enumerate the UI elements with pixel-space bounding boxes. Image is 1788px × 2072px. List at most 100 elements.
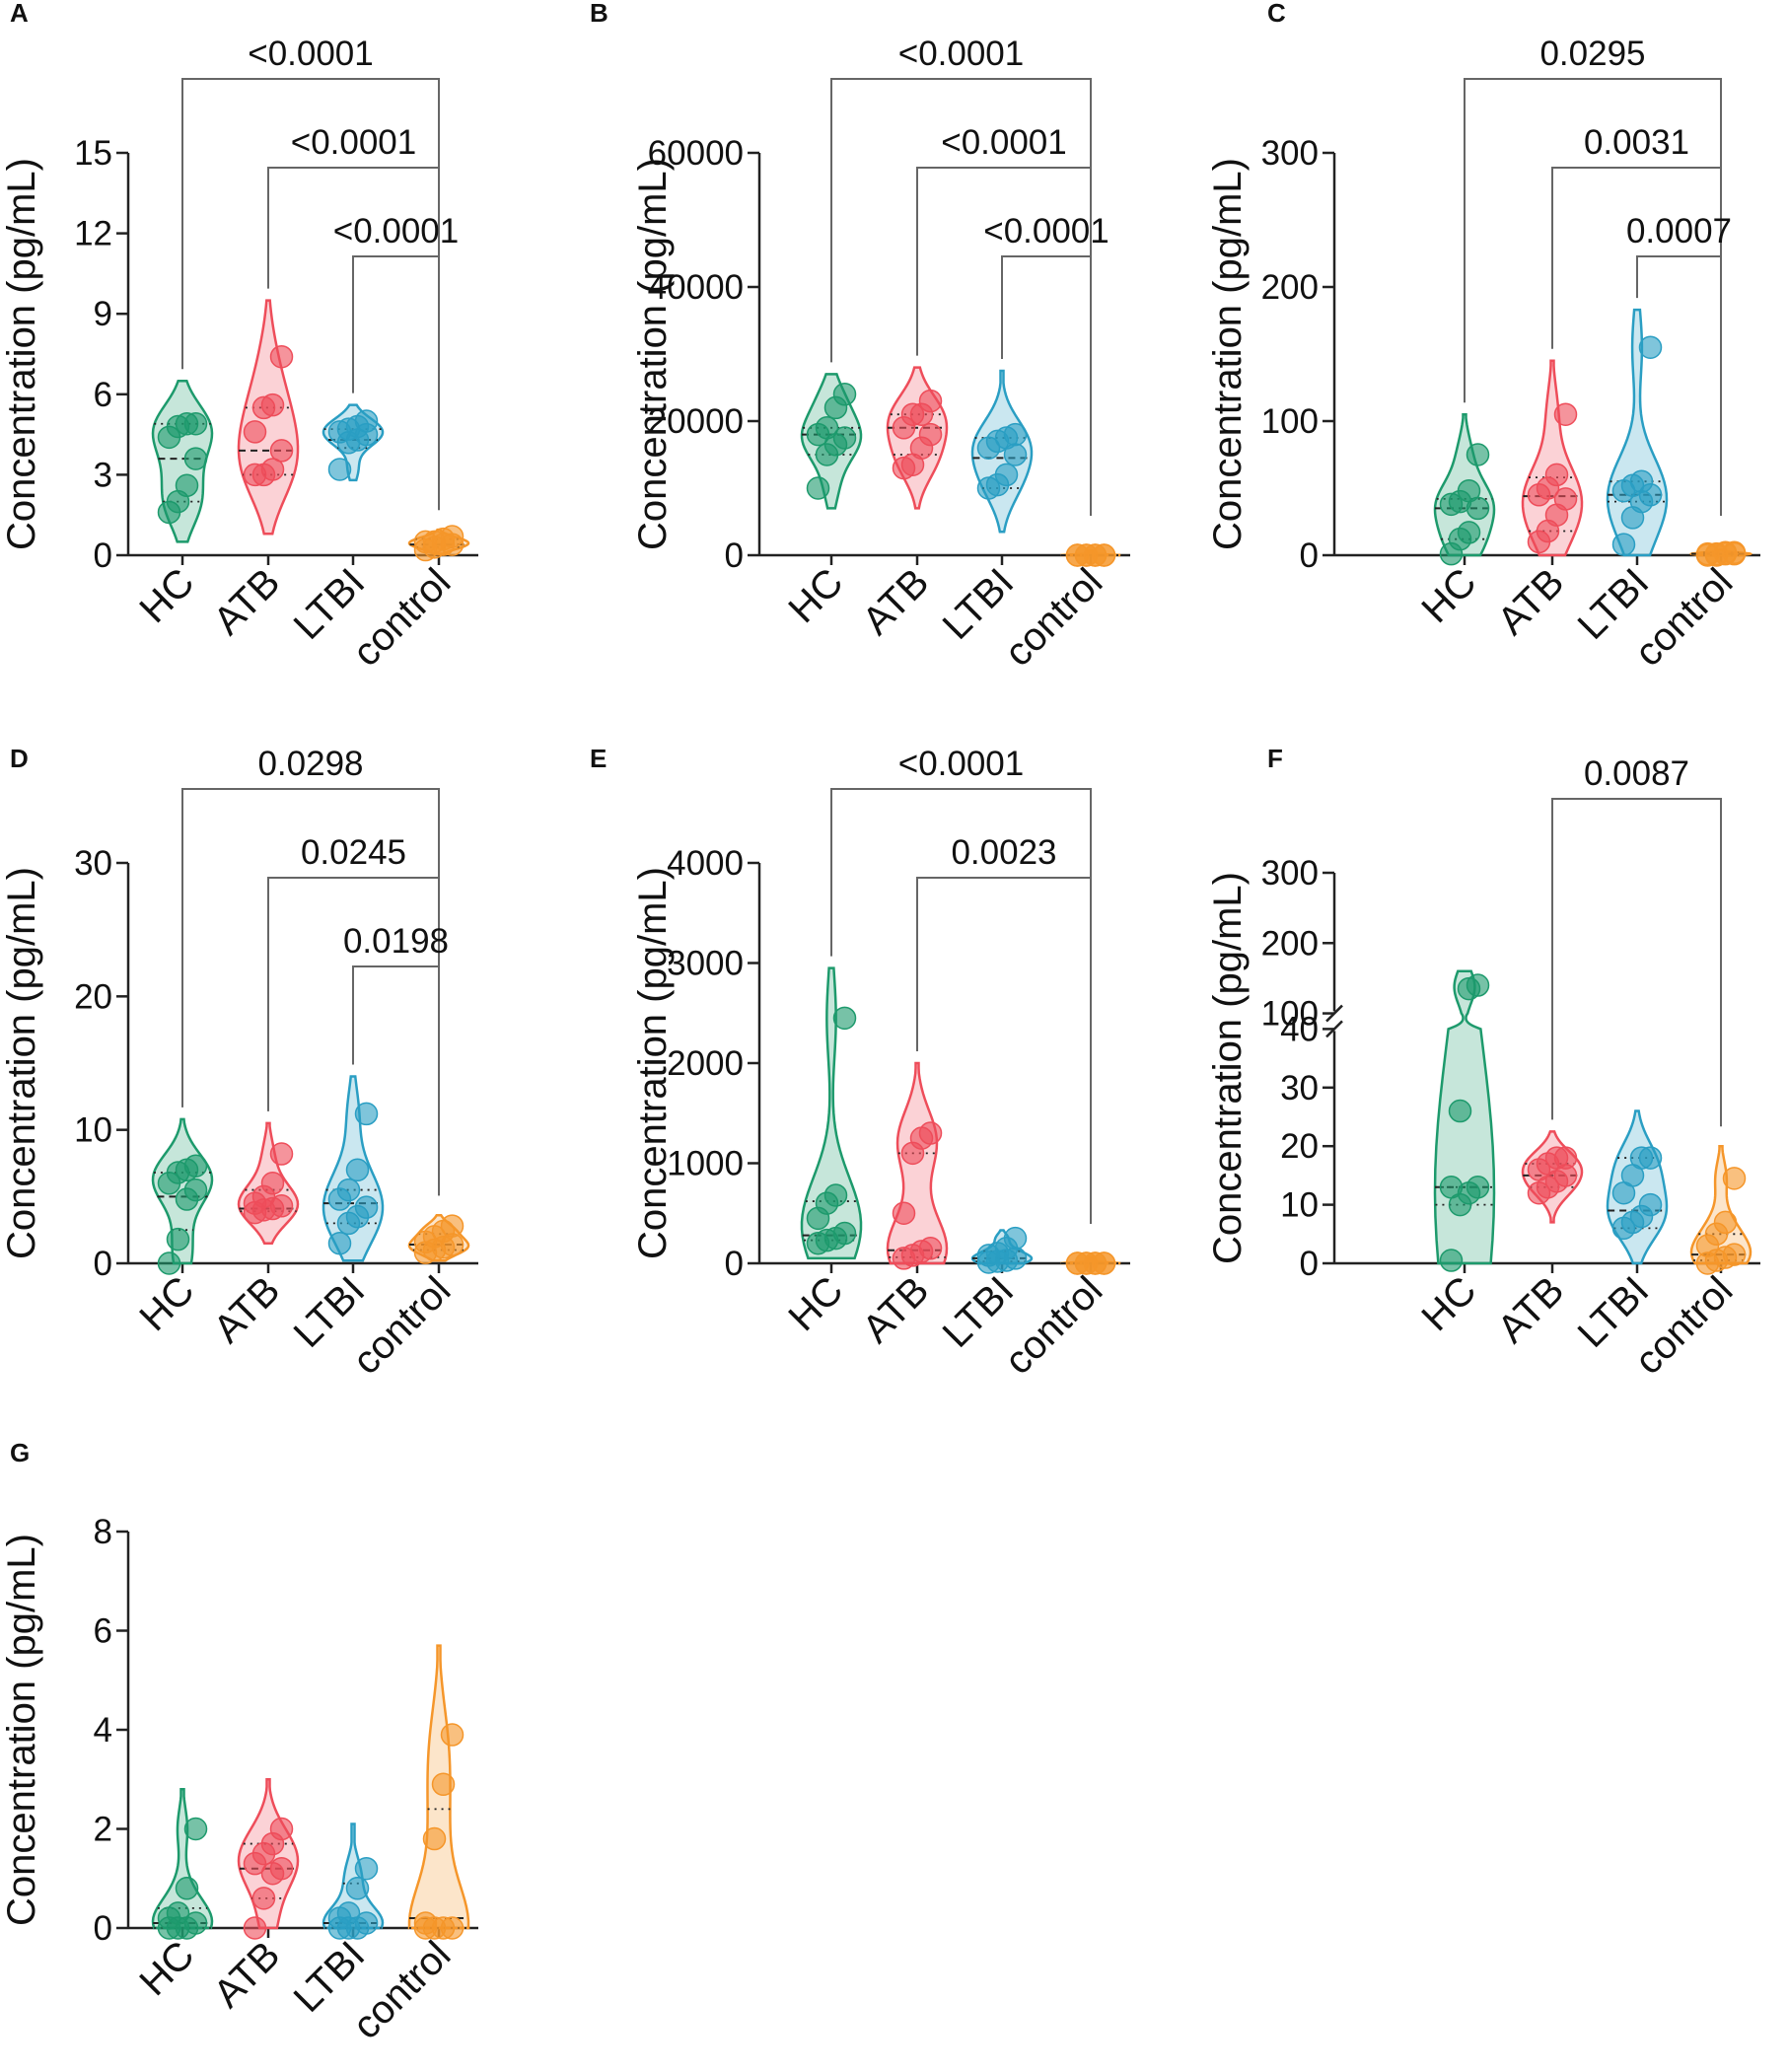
y-tick-label: 0 xyxy=(725,536,744,575)
data-point xyxy=(1092,1251,1116,1275)
data-point xyxy=(994,463,1019,487)
bracket-line xyxy=(1001,255,1092,516)
y-tick-label: 200 xyxy=(1261,924,1319,963)
data-point xyxy=(166,1227,190,1251)
x-tick-label: control xyxy=(1626,1268,1741,1383)
violin-control xyxy=(1060,543,1121,567)
violin-control xyxy=(407,525,470,562)
x-tick-label: HC xyxy=(780,1268,851,1339)
p-value-label: <0.0001 xyxy=(898,35,1025,73)
violin-atb xyxy=(237,1121,300,1245)
data-point xyxy=(175,1877,199,1900)
data-point xyxy=(269,1194,294,1218)
y-tick-label: 6 xyxy=(94,1612,112,1651)
comparison-bracket: 0.0198 xyxy=(343,922,449,1196)
data-point xyxy=(327,458,352,481)
data-point xyxy=(1466,973,1490,997)
data-point xyxy=(1439,1176,1464,1199)
data-point xyxy=(918,1121,943,1145)
data-point xyxy=(1544,463,1569,487)
panel-label: B xyxy=(590,0,608,28)
data-point xyxy=(1003,1226,1028,1250)
y-tick-label: 2000 xyxy=(667,1044,744,1083)
x-tick-label: HC xyxy=(131,1268,202,1339)
y-tick-label: 60000 xyxy=(648,134,744,173)
data-point xyxy=(345,1158,370,1182)
comparison-bracket: <0.0001 xyxy=(983,212,1109,516)
data-point xyxy=(806,476,830,500)
x-tick-label: ATB xyxy=(854,560,937,643)
y-tick-label: 0 xyxy=(94,1909,112,1948)
data-point xyxy=(157,1251,181,1275)
y-tick-label: 30 xyxy=(1280,1069,1319,1107)
data-point xyxy=(327,1231,352,1255)
x-tick-label: control xyxy=(344,1268,459,1383)
data-point xyxy=(1092,543,1116,567)
panel-label: G xyxy=(10,1438,30,1467)
y-axis-title: Concentration (pg/mL) xyxy=(0,1534,43,1926)
data-point xyxy=(1553,402,1578,426)
y-axis-title: Concentration (pg/mL) xyxy=(631,867,675,1259)
violin-ltbi xyxy=(1606,308,1669,557)
p-value-label: <0.0001 xyxy=(941,123,1067,162)
data-point xyxy=(832,383,857,406)
data-point xyxy=(183,411,208,436)
data-point xyxy=(269,1856,294,1881)
data-point xyxy=(1638,335,1663,359)
panel-label: A xyxy=(10,0,29,28)
data-point xyxy=(892,1201,916,1225)
violin-ltbi xyxy=(322,403,385,482)
p-value-label: 0.0198 xyxy=(343,922,449,961)
y-tick-label: 0 xyxy=(725,1245,744,1283)
x-tick-label: ATB xyxy=(1489,560,1572,643)
bracket-line xyxy=(352,965,440,1196)
data-point xyxy=(1553,1146,1578,1170)
comparison-bracket: 0.0007 xyxy=(1626,212,1732,516)
y-tick-label: 20 xyxy=(1280,1127,1319,1166)
panel-label: C xyxy=(1267,0,1286,28)
y-tick-label: 9 xyxy=(94,295,112,333)
data-point xyxy=(260,393,285,417)
data-point xyxy=(354,1195,379,1219)
data-point xyxy=(1466,1176,1490,1199)
violin-shape xyxy=(800,966,863,1260)
x-tick-label: ATB xyxy=(205,1933,288,2016)
data-point xyxy=(260,458,285,481)
y-tick-label: 200 xyxy=(1261,268,1319,307)
violin-hc xyxy=(1433,969,1496,1272)
comparison-bracket: 0.0031 xyxy=(1551,123,1722,516)
data-point xyxy=(1722,1167,1747,1190)
violin-atb xyxy=(886,1061,949,1270)
data-point xyxy=(1722,540,1747,565)
data-point xyxy=(251,1887,276,1910)
violin-ltbi xyxy=(970,369,1034,534)
data-point xyxy=(354,1102,379,1126)
data-point xyxy=(440,525,465,548)
data-point xyxy=(175,473,199,498)
y-tick-label: 40 xyxy=(1280,1010,1319,1048)
violin-atb xyxy=(886,366,949,510)
violin-hc xyxy=(151,379,214,543)
panel-label: E xyxy=(590,744,607,773)
data-point xyxy=(183,1178,208,1202)
violin-atb xyxy=(237,299,300,536)
bracket-line xyxy=(916,877,1092,1224)
p-value-label: <0.0001 xyxy=(291,123,417,162)
data-point xyxy=(832,1006,857,1031)
y-tick-label: 6 xyxy=(94,376,112,414)
data-point xyxy=(832,426,857,450)
y-axis-title: Concentration (pg/mL) xyxy=(0,158,43,550)
data-point xyxy=(918,389,943,413)
panel-label: D xyxy=(10,744,29,773)
p-value-label: <0.0001 xyxy=(248,35,374,73)
y-tick-label: 300 xyxy=(1261,854,1319,893)
y-tick-label: 12 xyxy=(74,215,112,253)
y-tick-label: 10 xyxy=(1280,1186,1319,1225)
violin-ltbi xyxy=(1606,1109,1669,1265)
violin-atb xyxy=(237,1778,300,1940)
y-tick-label: 1000 xyxy=(667,1145,744,1183)
